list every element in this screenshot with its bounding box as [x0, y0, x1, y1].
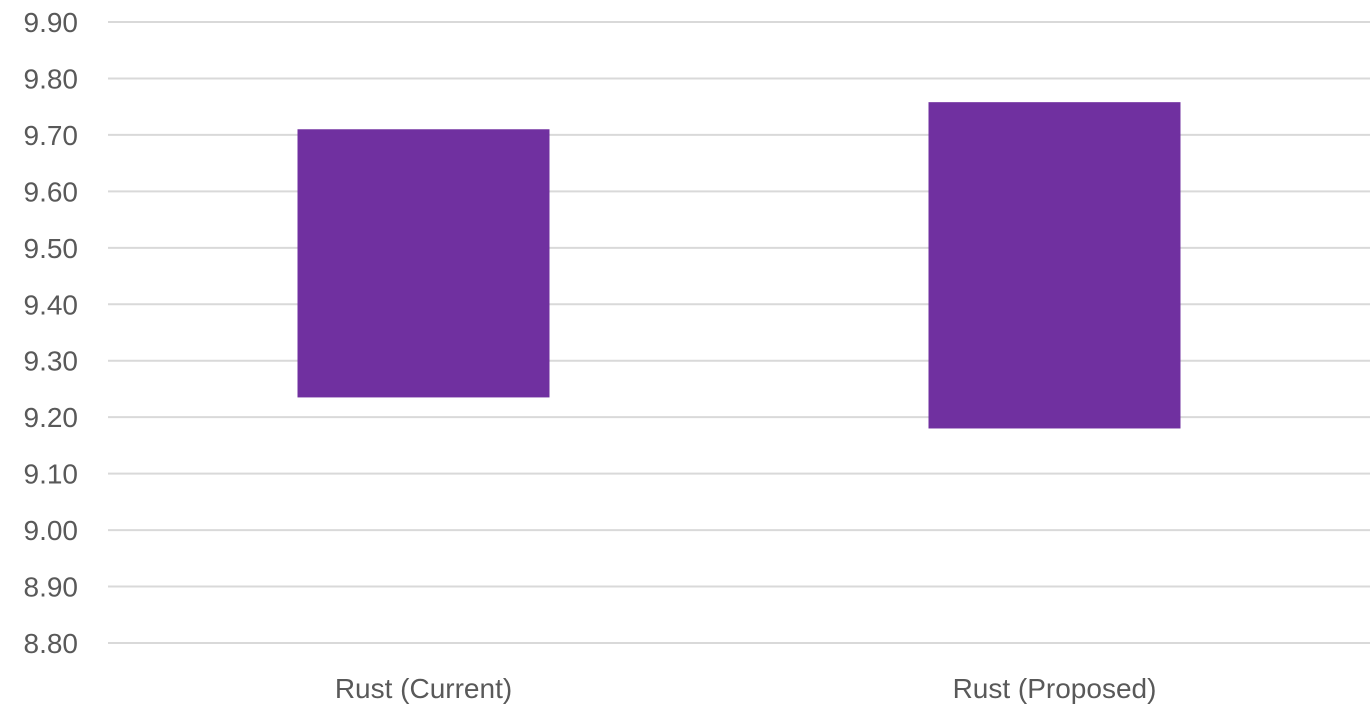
- bars: [297, 102, 1181, 429]
- y-axis-tick-labels: 8.80 8.90 9.00 9.10 9.20 9.30 9.40 9.50 9.60 9.70…: [24, 7, 79, 659]
- y-tick-label: 9.70: [24, 120, 79, 151]
- y-tick-label: 9.50: [24, 233, 79, 264]
- y-tick-label: 9.20: [24, 402, 79, 433]
- y-tick-label: 9.40: [24, 289, 79, 320]
- y-tick-label: 9.80: [24, 63, 79, 94]
- y-tick-label: 9.60: [24, 176, 79, 207]
- gridlines: [108, 21, 1370, 644]
- y-tick-label: 8.80: [24, 628, 79, 659]
- x-axis-category-labels: Rust (Current) Rust (Proposed): [335, 673, 1157, 704]
- x-category-label: Rust (Current): [335, 673, 512, 704]
- y-tick-label: 8.90: [24, 572, 79, 603]
- y-tick-label: 9.00: [24, 515, 79, 546]
- y-tick-label: 9.10: [24, 459, 79, 490]
- bar-1: [928, 102, 1181, 429]
- bar-0: [297, 129, 550, 398]
- y-tick-label: 9.90: [24, 7, 79, 38]
- y-tick-label: 9.30: [24, 346, 79, 377]
- x-category-label: Rust (Proposed): [953, 673, 1157, 704]
